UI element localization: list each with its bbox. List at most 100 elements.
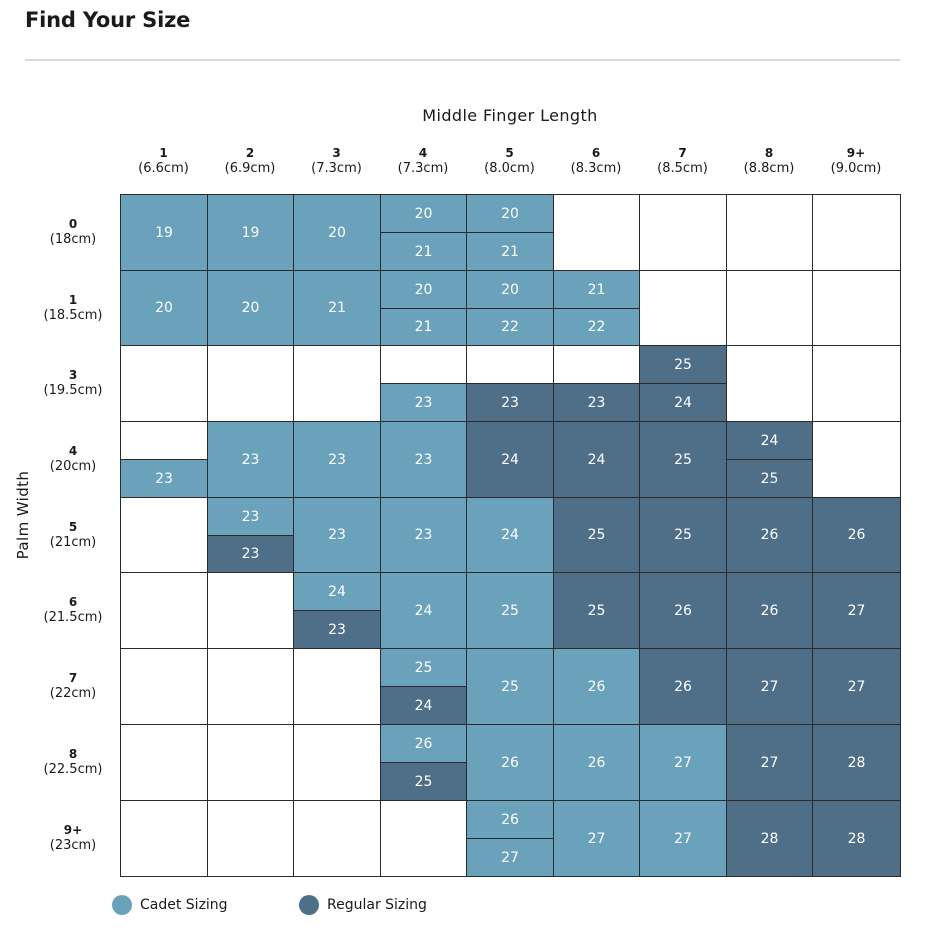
row-header: 8 (22.5cm) (28, 746, 118, 778)
row-measure: (18cm) (49, 232, 97, 247)
size-cell: 21 (293, 270, 381, 346)
empty-cell (120, 572, 208, 649)
size-cell: 24 (553, 421, 640, 498)
size-cell: 20 (293, 194, 381, 271)
column-measure: (6.9cm) (224, 161, 276, 176)
row-label: 4 (68, 444, 78, 458)
size-cell: 23 (207, 497, 294, 536)
column-label: 3 (332, 146, 341, 160)
size-cell: 24 (380, 572, 467, 649)
row-label: 0 (68, 217, 78, 231)
size-cell: 27 (726, 648, 813, 725)
size-cell: 25 (380, 648, 467, 687)
size-cell: 23 (120, 459, 208, 498)
size-cell: 26 (639, 648, 727, 725)
size-cell: 24 (466, 497, 554, 573)
size-cell: 20 (380, 194, 467, 233)
empty-cell (120, 648, 208, 725)
column-measure: (7.3cm) (311, 161, 362, 176)
size-cell: 21 (466, 232, 554, 271)
empty-cell (207, 800, 294, 877)
size-cell: 25 (380, 762, 467, 801)
row-measure: (19.5cm) (43, 383, 103, 398)
size-cell: 25 (466, 572, 554, 649)
size-cell: 25 (639, 345, 727, 384)
size-cell: 24 (726, 421, 813, 460)
row-label: 1 (68, 292, 78, 307)
size-cell: 28 (726, 800, 813, 877)
column-header: 6 (8.3cm) (553, 145, 639, 177)
size-cell: 23 (380, 383, 467, 422)
size-cell: 24 (293, 572, 381, 611)
size-cell: 25 (639, 497, 727, 573)
size-cell: 20 (466, 270, 554, 309)
column-measure: (8.5cm) (657, 161, 708, 176)
empty-cell (812, 345, 901, 422)
legend-swatch (299, 895, 319, 915)
empty-cell (812, 194, 901, 271)
size-cell: 22 (553, 308, 640, 346)
size-cell: 27 (726, 724, 813, 801)
empty-cell (726, 345, 813, 422)
empty-cell (293, 345, 381, 422)
size-grid: 19 19 20 20 21 20 21 20 20 21 20 21 20 22 21 22 23 23 23 25… (120, 194, 901, 877)
empty-cell (639, 270, 727, 346)
empty-cell (120, 800, 208, 877)
empty-cell (553, 194, 640, 271)
column-header: 8 (8.8cm) (726, 145, 812, 177)
row-header: 6 (21.5cm) (28, 594, 118, 626)
empty-cell (380, 800, 467, 877)
size-cell: 24 (466, 421, 554, 498)
empty-cell (726, 270, 813, 346)
size-cell: 25 (553, 572, 640, 649)
size-cell: 27 (466, 838, 554, 877)
row-measure: (22cm) (49, 686, 97, 701)
column-measure: (6.6cm) (138, 161, 189, 176)
column-header: 2 (6.9cm) (207, 145, 293, 177)
size-cell: 27 (639, 724, 727, 801)
size-cell: 26 (639, 572, 727, 649)
size-cell: 20 (207, 270, 294, 346)
column-measure: (8.3cm) (570, 161, 622, 176)
size-cell: 24 (380, 686, 467, 725)
empty-cell (639, 194, 727, 271)
size-cell: 27 (812, 648, 901, 725)
size-cell: 23 (380, 421, 467, 498)
size-cell: 23 (380, 497, 467, 573)
legend-label: Regular Sizing (327, 897, 427, 913)
row-header: 3 (19.5cm) (28, 367, 118, 399)
size-cell: 23 (553, 383, 640, 422)
column-label: 1 (159, 146, 168, 160)
column-label: 5 (505, 146, 514, 160)
empty-cell (207, 724, 294, 801)
row-label: 7 (68, 671, 78, 685)
row-label: 3 (68, 368, 78, 382)
size-cell: 21 (380, 308, 467, 346)
title-divider (25, 59, 900, 61)
empty-cell (293, 800, 381, 877)
size-cell: 27 (553, 800, 640, 877)
size-cell: 20 (380, 270, 467, 309)
row-measure: (23cm) (49, 838, 97, 853)
size-cell: 27 (812, 572, 901, 649)
size-cell: 20 (120, 270, 208, 346)
size-cell: 25 (639, 421, 727, 498)
size-cell: 26 (553, 724, 640, 801)
legend-item-cadet: Cadet Sizing (112, 895, 228, 915)
size-cell: 19 (120, 194, 208, 271)
size-cell: 21 (380, 232, 467, 271)
size-cell: 28 (812, 800, 901, 877)
column-label: 2 (245, 146, 255, 160)
size-cell: 24 (639, 383, 727, 422)
page-title: Find Your Size (25, 8, 191, 32)
size-cell: 25 (466, 648, 554, 725)
x-axis-title: Middle Finger Length (422, 106, 598, 125)
column-label: 9+ (846, 146, 866, 160)
column-header: 1 (6.6cm) (121, 145, 207, 177)
size-cell: 26 (726, 497, 813, 573)
row-measure: (21.5cm) (43, 610, 103, 625)
column-label: 7 (678, 146, 687, 160)
size-cell: 25 (553, 497, 640, 573)
empty-cell (120, 345, 208, 422)
size-cell: 26 (380, 724, 467, 763)
